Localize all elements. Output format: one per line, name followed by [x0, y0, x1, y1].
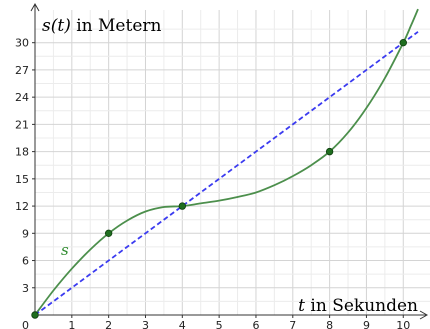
x-tick-label: 3: [142, 319, 149, 329]
series-label-s: s: [61, 241, 69, 259]
data-point: [104, 229, 113, 238]
x-axis-title-var: t: [298, 296, 305, 316]
data-point: [31, 311, 39, 319]
y-tick-label: 24: [15, 91, 29, 104]
data-point: [178, 202, 187, 210]
data-point: [399, 38, 407, 47]
y-tick-label: 9: [22, 227, 29, 240]
y-tick-label: 15: [15, 173, 29, 186]
x-tick-label: 1: [68, 319, 75, 329]
x-axis-title-rest: in Sekunden: [305, 296, 418, 316]
y-tick-label: 18: [15, 146, 29, 159]
x-tick-label: 10: [396, 319, 410, 329]
data-points: [31, 38, 407, 319]
x-tick-label: 7: [289, 319, 296, 329]
series-lines: [34, 8, 419, 316]
origin-label: 0: [22, 319, 29, 329]
series-line-secant: [34, 31, 419, 316]
y-tick-label: 6: [22, 255, 29, 268]
grid: [35, 10, 430, 315]
y-axis-title-var: s(t): [42, 16, 71, 36]
x-tick-label: 8: [326, 319, 333, 329]
x-axis-arrow: [419, 310, 429, 320]
y-tick-label: 21: [15, 118, 29, 131]
y-tick-label: 12: [15, 200, 29, 213]
x-tick-label: 9: [363, 319, 370, 329]
y-tick-label: 30: [15, 37, 29, 50]
x-tick-label: 2: [105, 319, 112, 329]
x-tick-label: 5: [216, 319, 223, 329]
x-axis-title: t in Sekunden: [298, 296, 418, 316]
x-tick-label: 6: [252, 319, 259, 329]
data-point: [325, 147, 334, 156]
axes: [30, 2, 429, 320]
y-tick-label: 3: [22, 282, 29, 295]
y-axis-title-rest: in Metern: [71, 16, 162, 36]
series-line-s: [34, 8, 419, 316]
y-axis-arrow: [30, 2, 40, 12]
y-tick-label: 27: [15, 64, 29, 77]
y-axis-title: s(t) in Metern: [42, 16, 162, 36]
x-tick-label: 4: [179, 319, 186, 329]
